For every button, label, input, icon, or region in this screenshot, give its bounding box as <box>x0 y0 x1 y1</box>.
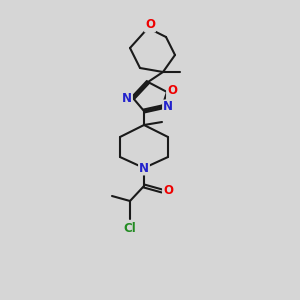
Text: Cl: Cl <box>124 223 136 236</box>
Text: O: O <box>167 85 177 98</box>
Text: N: N <box>139 161 149 175</box>
Text: N: N <box>163 100 173 113</box>
Text: N: N <box>122 92 132 104</box>
Text: O: O <box>145 19 155 32</box>
Text: O: O <box>163 184 173 197</box>
